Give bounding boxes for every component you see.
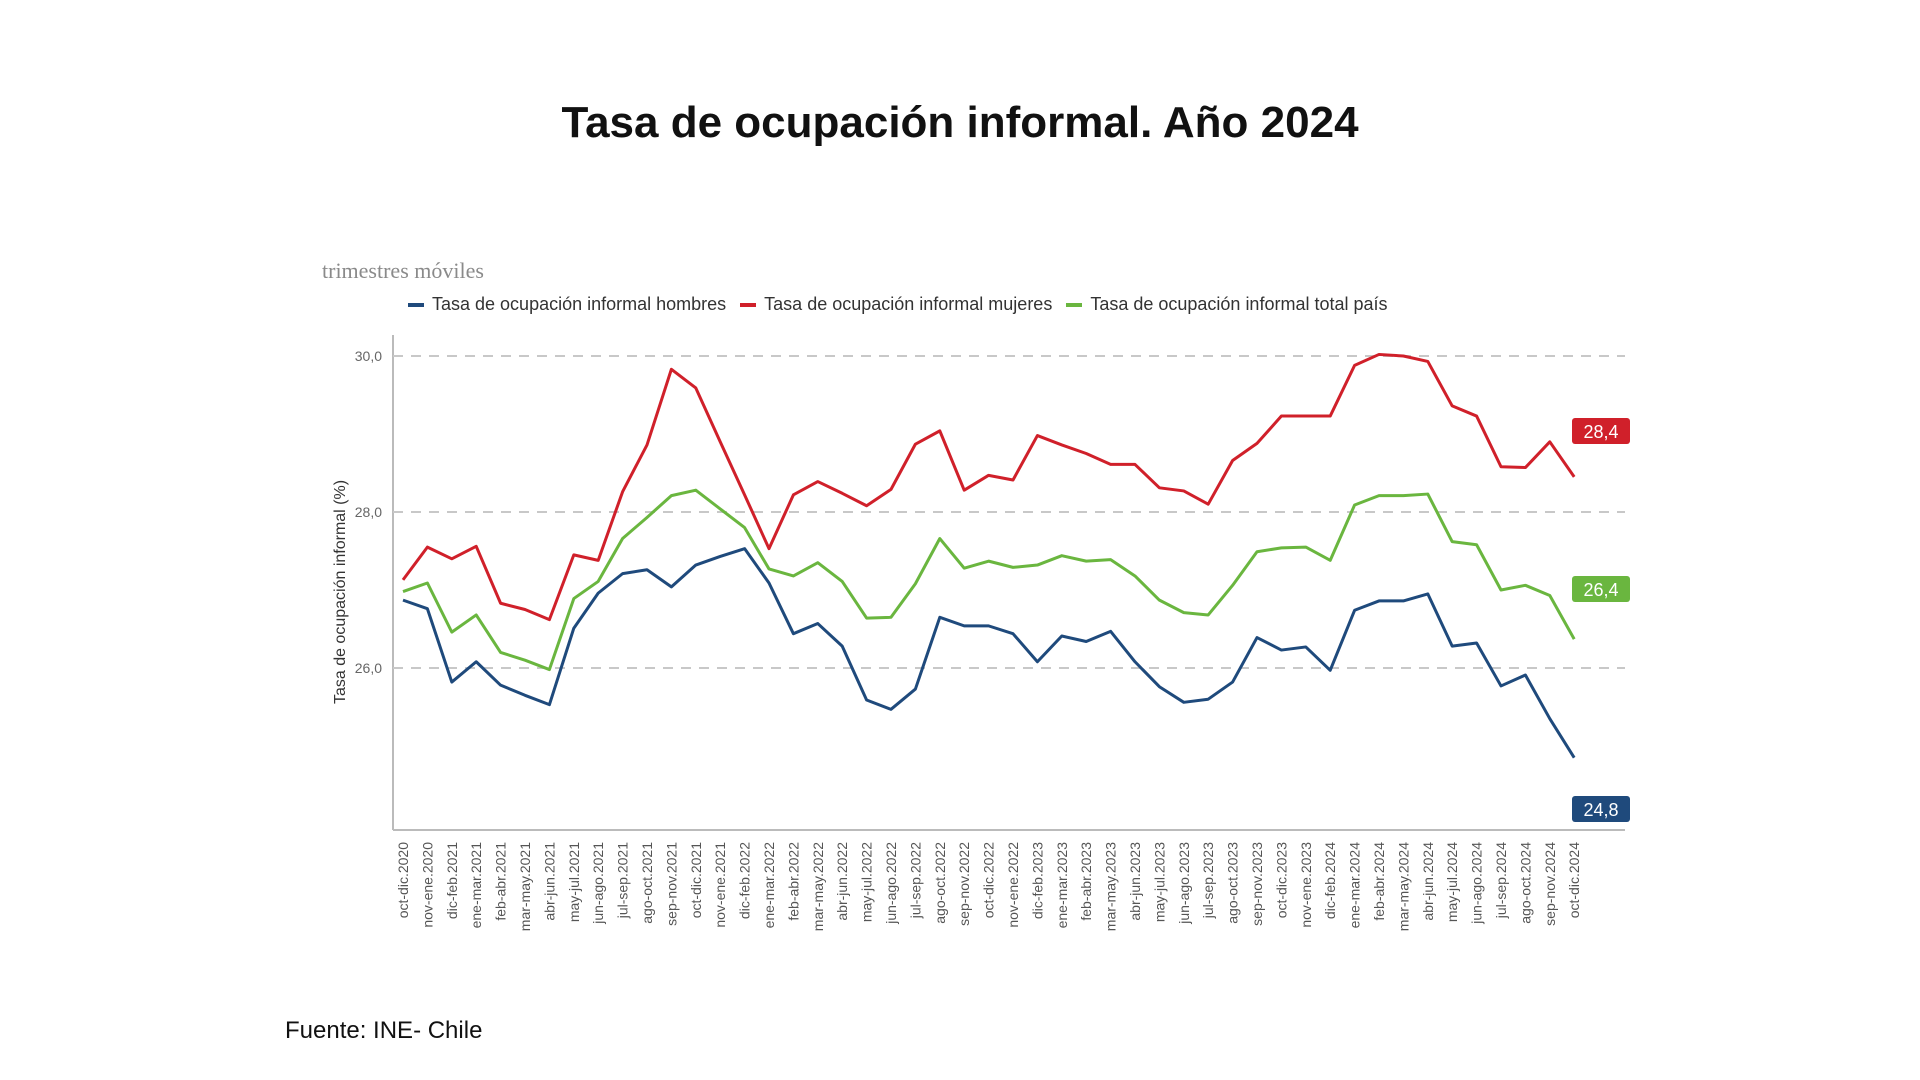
x-tick-label: sep-nov.2022 (956, 842, 972, 926)
legend-label: Tasa de ocupación informal mujeres (764, 294, 1053, 314)
x-tick-label: feb-abr.2024 (1371, 842, 1387, 921)
legend-swatch-hombres (408, 302, 424, 307)
x-tick-label: nov-ene.2020 (419, 842, 435, 928)
x-tick-label: jun-ago.2021 (590, 842, 606, 925)
x-tick-label: oct-dic.2024 (1566, 842, 1582, 918)
legend-swatch-total (1066, 302, 1083, 307)
x-tick-label: mar-may.2023 (1103, 842, 1119, 931)
x-tick-label: mar-may.2022 (810, 842, 826, 931)
x-tick-label: feb-abr.2021 (493, 842, 509, 921)
x-tick-label: mar-may.2024 (1395, 842, 1411, 931)
x-tick-label: sep-nov.2023 (1249, 842, 1265, 926)
x-tick-label: feb-abr.2022 (785, 842, 801, 921)
x-tick-label: ene-mar.2024 (1347, 842, 1363, 929)
x-tick-label: ago-oct.2024 (1517, 842, 1533, 924)
x-tick-label: abr-jun.2024 (1420, 842, 1436, 921)
chart-subtitle: trimestres móviles (322, 258, 484, 283)
x-tick-label: jul-sep.2024 (1493, 842, 1509, 919)
x-tick-label: oct-dic.2020 (395, 842, 411, 918)
x-tick-label: jun-ago.2024 (1469, 842, 1485, 925)
x-tick-label: feb-abr.2023 (1078, 842, 1094, 921)
end-value-badge (1572, 576, 1630, 602)
legend-label: Tasa de ocupación informal hombres (432, 294, 727, 314)
end-value-label: 26,4 (1583, 580, 1618, 600)
x-tick-label: jul-sep.2023 (1200, 842, 1216, 919)
page-title: Tasa de ocupación informal. Año 2024 (561, 98, 1359, 147)
x-tick-label: dic-feb.2022 (737, 842, 753, 919)
y-tick-label: 26,0 (355, 660, 382, 676)
x-tick-label: ago-oct.2021 (639, 842, 655, 924)
x-tick-label: may-jul.2023 (1151, 842, 1167, 922)
x-tick-label: dic-feb.2024 (1322, 842, 1338, 919)
x-tick-label: nov-ene.2021 (712, 842, 728, 928)
x-tick-label: jun-ago.2023 (1176, 842, 1192, 925)
x-tick-label: may-jul.2021 (566, 842, 582, 922)
end-value-label: 24,8 (1583, 800, 1618, 820)
x-tick-label: abr-jun.2021 (541, 842, 557, 921)
source-note: Fuente: INE- Chile (285, 1017, 483, 1044)
legend-item-hombres: Tasa de ocupación informal hombres (408, 294, 726, 315)
end-value-badge (1572, 796, 1630, 822)
x-tick-label: nov-ene.2023 (1298, 842, 1314, 928)
x-tick-label: jul-sep.2022 (907, 842, 923, 919)
x-tick-label: ene-mar.2021 (468, 842, 484, 929)
x-tick-label: ene-mar.2023 (1054, 842, 1070, 929)
x-tick-label: jul-sep.2021 (615, 842, 631, 919)
series-line (402, 488, 1576, 672)
x-tick-label: may-jul.2022 (859, 842, 875, 922)
x-tick-label: sep-nov.2024 (1542, 842, 1558, 926)
x-tick-label: abr-jun.2022 (834, 842, 850, 921)
series-line (402, 547, 1576, 759)
legend-item-total: Tasa de ocupación informal total país (1066, 294, 1388, 315)
legend-item-mujeres: Tasa de ocupación informal mujeres (740, 294, 1052, 315)
legend-swatch-mujeres (740, 302, 757, 307)
y-tick-label: 28,0 (355, 504, 382, 520)
x-tick-label: sep-nov.2021 (663, 842, 679, 926)
x-tick-label: ago-oct.2022 (932, 842, 948, 924)
x-tick-label: oct-dic.2023 (1273, 842, 1289, 918)
x-tick-label: ene-mar.2022 (761, 842, 777, 929)
x-tick-label: abr-jun.2023 (1127, 842, 1143, 921)
x-tick-label: jun-ago.2022 (883, 842, 899, 925)
chart-legend: Tasa de ocupación informal hombres Tasa … (408, 294, 1388, 315)
end-value-badge (1572, 418, 1630, 444)
x-tick-label: dic-feb.2023 (1029, 842, 1045, 919)
y-tick-label: 30,0 (355, 348, 382, 364)
legend-label: Tasa de ocupación informal total país (1090, 294, 1388, 314)
x-tick-label: oct-dic.2021 (688, 842, 704, 918)
x-tick-label: mar-may.2021 (517, 842, 533, 931)
series-line (401, 352, 1576, 622)
x-tick-label: nov-ene.2022 (1005, 842, 1021, 928)
x-tick-label: may-jul.2024 (1444, 842, 1460, 922)
y-axis-label: Tasa de ocupación informal (%) (332, 480, 349, 704)
end-value-label: 28,4 (1583, 422, 1618, 442)
x-tick-label: oct-dic.2022 (981, 842, 997, 918)
x-tick-label: dic-feb.2021 (444, 842, 460, 919)
x-tick-label: ago-oct.2023 (1225, 842, 1241, 924)
